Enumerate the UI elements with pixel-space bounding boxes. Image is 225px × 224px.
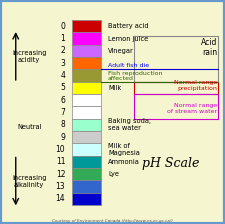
Text: Acid
rain: Acid rain [201,38,217,58]
Bar [72,45,101,57]
Text: 9: 9 [60,133,65,142]
Text: pH Scale: pH Scale [142,157,200,170]
Text: 13: 13 [56,182,65,191]
Bar [134,94,218,119]
Bar [72,119,101,131]
Text: Lye: Lye [108,171,119,177]
Bar [72,168,101,180]
Text: Neutral: Neutral [17,124,41,129]
Bar [72,180,101,193]
Text: 7: 7 [60,108,65,117]
Text: 8: 8 [61,120,65,129]
Text: 2: 2 [61,46,65,56]
Text: 4: 4 [60,71,65,80]
Text: Fish reproduction
affected: Fish reproduction affected [108,71,162,81]
Text: 14: 14 [56,194,65,203]
Text: 1: 1 [61,34,65,43]
Text: 11: 11 [56,157,65,166]
Text: Milk: Milk [108,85,121,91]
Text: 3: 3 [60,59,65,68]
Bar [72,32,101,45]
Text: 12: 12 [56,170,65,179]
Bar [72,193,101,205]
Text: Baking soda,
sea water: Baking soda, sea water [108,118,151,131]
Text: 5: 5 [60,83,65,93]
Text: Normal range
of stream water: Normal range of stream water [167,103,217,114]
Text: Adult fish die: Adult fish die [108,63,149,68]
Bar [72,57,101,69]
Bar [72,131,101,143]
Bar [134,82,218,94]
Text: Increasing
acidity: Increasing acidity [12,50,47,62]
Text: Increasing
alkalinity: Increasing alkalinity [12,175,47,188]
Bar [72,143,101,156]
Bar [72,106,101,119]
Text: Battery acid: Battery acid [108,23,149,29]
Text: Vinegar: Vinegar [108,48,134,54]
Bar [72,20,101,32]
Bar [72,156,101,168]
Text: 10: 10 [56,145,65,154]
Text: Lemon juice: Lemon juice [108,36,148,42]
Bar [72,69,101,82]
Text: 0: 0 [60,22,65,31]
Text: Milk of
Magnesia: Milk of Magnesia [108,143,140,156]
Bar [72,82,101,94]
Bar [134,36,218,82]
Bar [72,94,101,106]
Text: Ammonia: Ammonia [108,159,140,165]
Text: Courtesy of Environment Canada (http://www.ns.ec.gc.ca/): Courtesy of Environment Canada (http://w… [52,219,173,223]
Text: 6: 6 [60,96,65,105]
Text: Normal range
precipitation: Normal range precipitation [174,80,217,91]
